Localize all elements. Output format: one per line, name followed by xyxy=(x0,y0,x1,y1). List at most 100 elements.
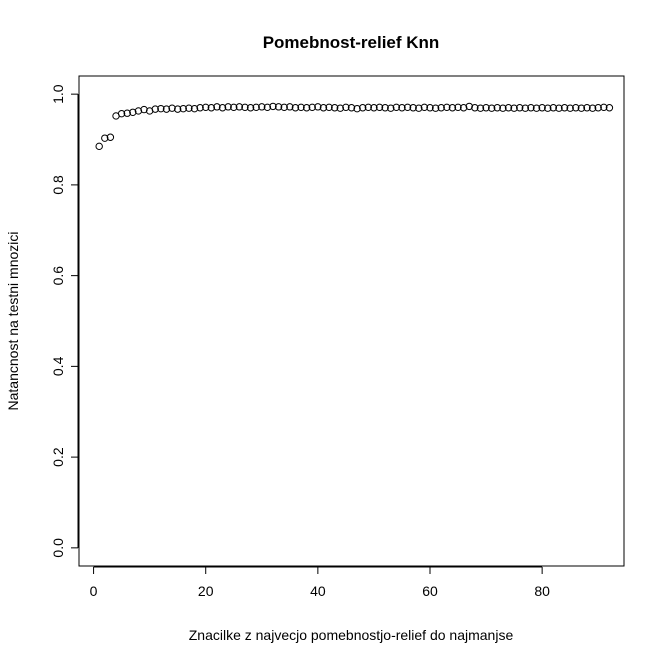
data-point xyxy=(459,104,468,112)
data-point xyxy=(319,104,328,112)
y-tick-label: 0.2 xyxy=(50,447,66,467)
data-point xyxy=(246,104,255,112)
data-point xyxy=(302,104,311,112)
data-point xyxy=(202,103,210,112)
data-point xyxy=(387,104,395,112)
data-point xyxy=(347,104,356,112)
data-point xyxy=(280,103,288,112)
data-point xyxy=(594,104,602,112)
data-point xyxy=(566,104,574,112)
data-point xyxy=(140,105,148,114)
data-point xyxy=(151,105,159,113)
data-point xyxy=(583,104,591,112)
data-point xyxy=(364,103,373,112)
data-point xyxy=(560,104,569,112)
data-point xyxy=(454,103,462,112)
plot-frame xyxy=(78,75,625,567)
x-axis: 0 20 40 60 80 xyxy=(90,566,550,599)
data-point xyxy=(392,103,401,112)
data-point xyxy=(538,104,546,112)
y-tick-label: 0.4 xyxy=(50,356,66,376)
y-axis: 0.0 0.2 0.4 0.6 0.8 1.0 xyxy=(50,84,79,558)
data-point xyxy=(336,104,344,112)
data-point xyxy=(600,103,608,112)
chart-title: Pomebnost-relief Knn xyxy=(263,33,440,52)
data-point xyxy=(179,104,187,113)
data-point xyxy=(359,104,367,112)
data-point xyxy=(286,103,294,111)
data-point xyxy=(95,142,103,151)
data-point xyxy=(173,105,182,113)
data-point xyxy=(605,104,614,112)
data-point xyxy=(258,103,266,111)
x-tick-label: 60 xyxy=(422,583,438,599)
data-point xyxy=(476,104,485,112)
x-axis-title: Znacilke z najvecjo pomebnostjo-relief d… xyxy=(189,627,514,643)
data-point xyxy=(218,104,227,112)
data-point xyxy=(342,103,350,112)
data-point xyxy=(465,102,473,111)
data-point xyxy=(516,104,524,112)
data-point xyxy=(274,103,283,111)
data-points xyxy=(95,102,614,151)
data-point xyxy=(134,107,143,115)
data-point xyxy=(499,104,507,112)
data-point xyxy=(398,104,406,112)
x-tick-label: 20 xyxy=(198,583,214,599)
data-point xyxy=(353,104,361,113)
data-point xyxy=(572,104,580,112)
data-point xyxy=(213,103,221,111)
data-point xyxy=(269,102,277,111)
y-tick-label: 0.0 xyxy=(50,538,66,558)
data-point xyxy=(588,104,597,112)
data-point xyxy=(577,104,586,112)
data-point xyxy=(106,133,115,141)
data-point xyxy=(437,104,445,112)
data-point xyxy=(330,104,339,112)
data-point xyxy=(129,108,137,117)
data-point xyxy=(426,104,434,112)
data-point xyxy=(420,103,429,112)
data-point xyxy=(549,104,558,112)
x-tick-label: 80 xyxy=(534,583,550,599)
data-point xyxy=(448,104,457,112)
data-point xyxy=(207,104,216,112)
data-point xyxy=(409,104,417,112)
data-point xyxy=(297,103,305,112)
data-point xyxy=(252,103,260,112)
y-tick-label: 0.8 xyxy=(50,175,66,195)
data-point xyxy=(101,134,109,142)
data-point xyxy=(370,104,378,112)
data-point xyxy=(168,104,176,112)
data-point xyxy=(230,103,238,112)
data-point xyxy=(263,103,272,112)
data-point xyxy=(196,104,204,112)
data-point xyxy=(431,104,440,112)
data-point xyxy=(190,104,199,113)
data-point xyxy=(487,104,496,112)
data-point xyxy=(521,104,530,112)
data-point xyxy=(544,104,552,112)
data-point xyxy=(117,109,126,118)
data-point xyxy=(241,103,249,112)
data-point xyxy=(325,103,333,112)
data-point xyxy=(314,103,322,111)
data-point xyxy=(403,103,412,112)
data-point xyxy=(291,104,300,112)
data-point xyxy=(443,103,451,112)
data-point xyxy=(308,103,316,112)
data-point xyxy=(493,104,501,112)
data-point xyxy=(532,104,541,112)
x-tick-label: 40 xyxy=(310,583,326,599)
y-axis-title: Natancnost na testni mnozici xyxy=(5,232,21,411)
data-point xyxy=(555,104,563,112)
data-point xyxy=(527,104,535,112)
data-point xyxy=(415,104,423,112)
y-tick-label: 0.6 xyxy=(50,266,66,286)
y-tick-label: 1.0 xyxy=(50,84,66,104)
x-tick-label: 0 xyxy=(90,583,98,599)
data-point xyxy=(157,104,165,113)
data-point xyxy=(185,104,193,112)
data-point xyxy=(162,105,171,113)
